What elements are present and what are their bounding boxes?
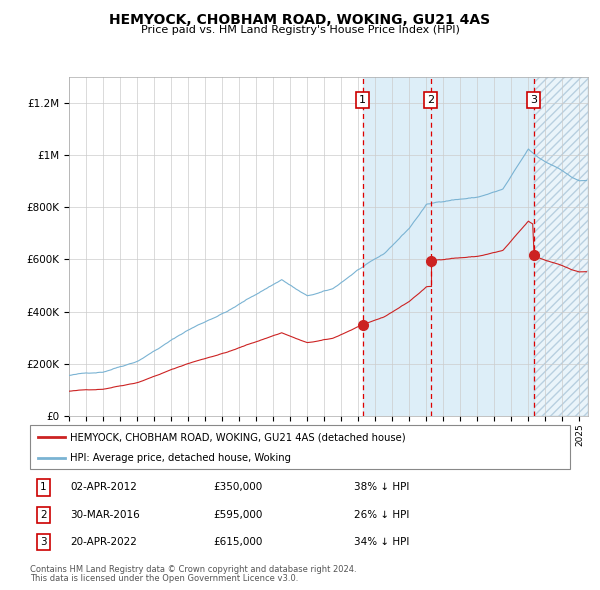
Text: HEMYOCK, CHOBHAM ROAD, WOKING, GU21 4AS: HEMYOCK, CHOBHAM ROAD, WOKING, GU21 4AS <box>109 13 491 27</box>
Bar <box>362 77 431 416</box>
Text: 26% ↓ HPI: 26% ↓ HPI <box>354 510 409 520</box>
Text: 34% ↓ HPI: 34% ↓ HPI <box>354 537 409 547</box>
Text: Contains HM Land Registry data © Crown copyright and database right 2024.: Contains HM Land Registry data © Crown c… <box>30 565 356 574</box>
Text: HEMYOCK, CHOBHAM ROAD, WOKING, GU21 4AS (detached house): HEMYOCK, CHOBHAM ROAD, WOKING, GU21 4AS … <box>71 432 406 442</box>
Text: 38% ↓ HPI: 38% ↓ HPI <box>354 483 409 493</box>
Text: 2: 2 <box>40 510 47 520</box>
Text: £595,000: £595,000 <box>214 510 263 520</box>
Bar <box>431 77 533 416</box>
Text: 20-APR-2022: 20-APR-2022 <box>71 537 137 547</box>
Bar <box>533 77 588 416</box>
Text: £350,000: £350,000 <box>214 483 263 493</box>
Text: 3: 3 <box>40 537 47 547</box>
Text: HPI: Average price, detached house, Woking: HPI: Average price, detached house, Woki… <box>71 453 292 463</box>
FancyBboxPatch shape <box>30 425 570 469</box>
Text: 1: 1 <box>359 95 366 105</box>
Text: £615,000: £615,000 <box>214 537 263 547</box>
Text: 3: 3 <box>530 95 537 105</box>
Text: Price paid vs. HM Land Registry's House Price Index (HPI): Price paid vs. HM Land Registry's House … <box>140 25 460 35</box>
Text: 02-APR-2012: 02-APR-2012 <box>71 483 137 493</box>
Text: 2: 2 <box>427 95 434 105</box>
Bar <box>533 77 588 416</box>
Text: 30-MAR-2016: 30-MAR-2016 <box>71 510 140 520</box>
Text: This data is licensed under the Open Government Licence v3.0.: This data is licensed under the Open Gov… <box>30 574 298 583</box>
Text: 1: 1 <box>40 483 47 493</box>
